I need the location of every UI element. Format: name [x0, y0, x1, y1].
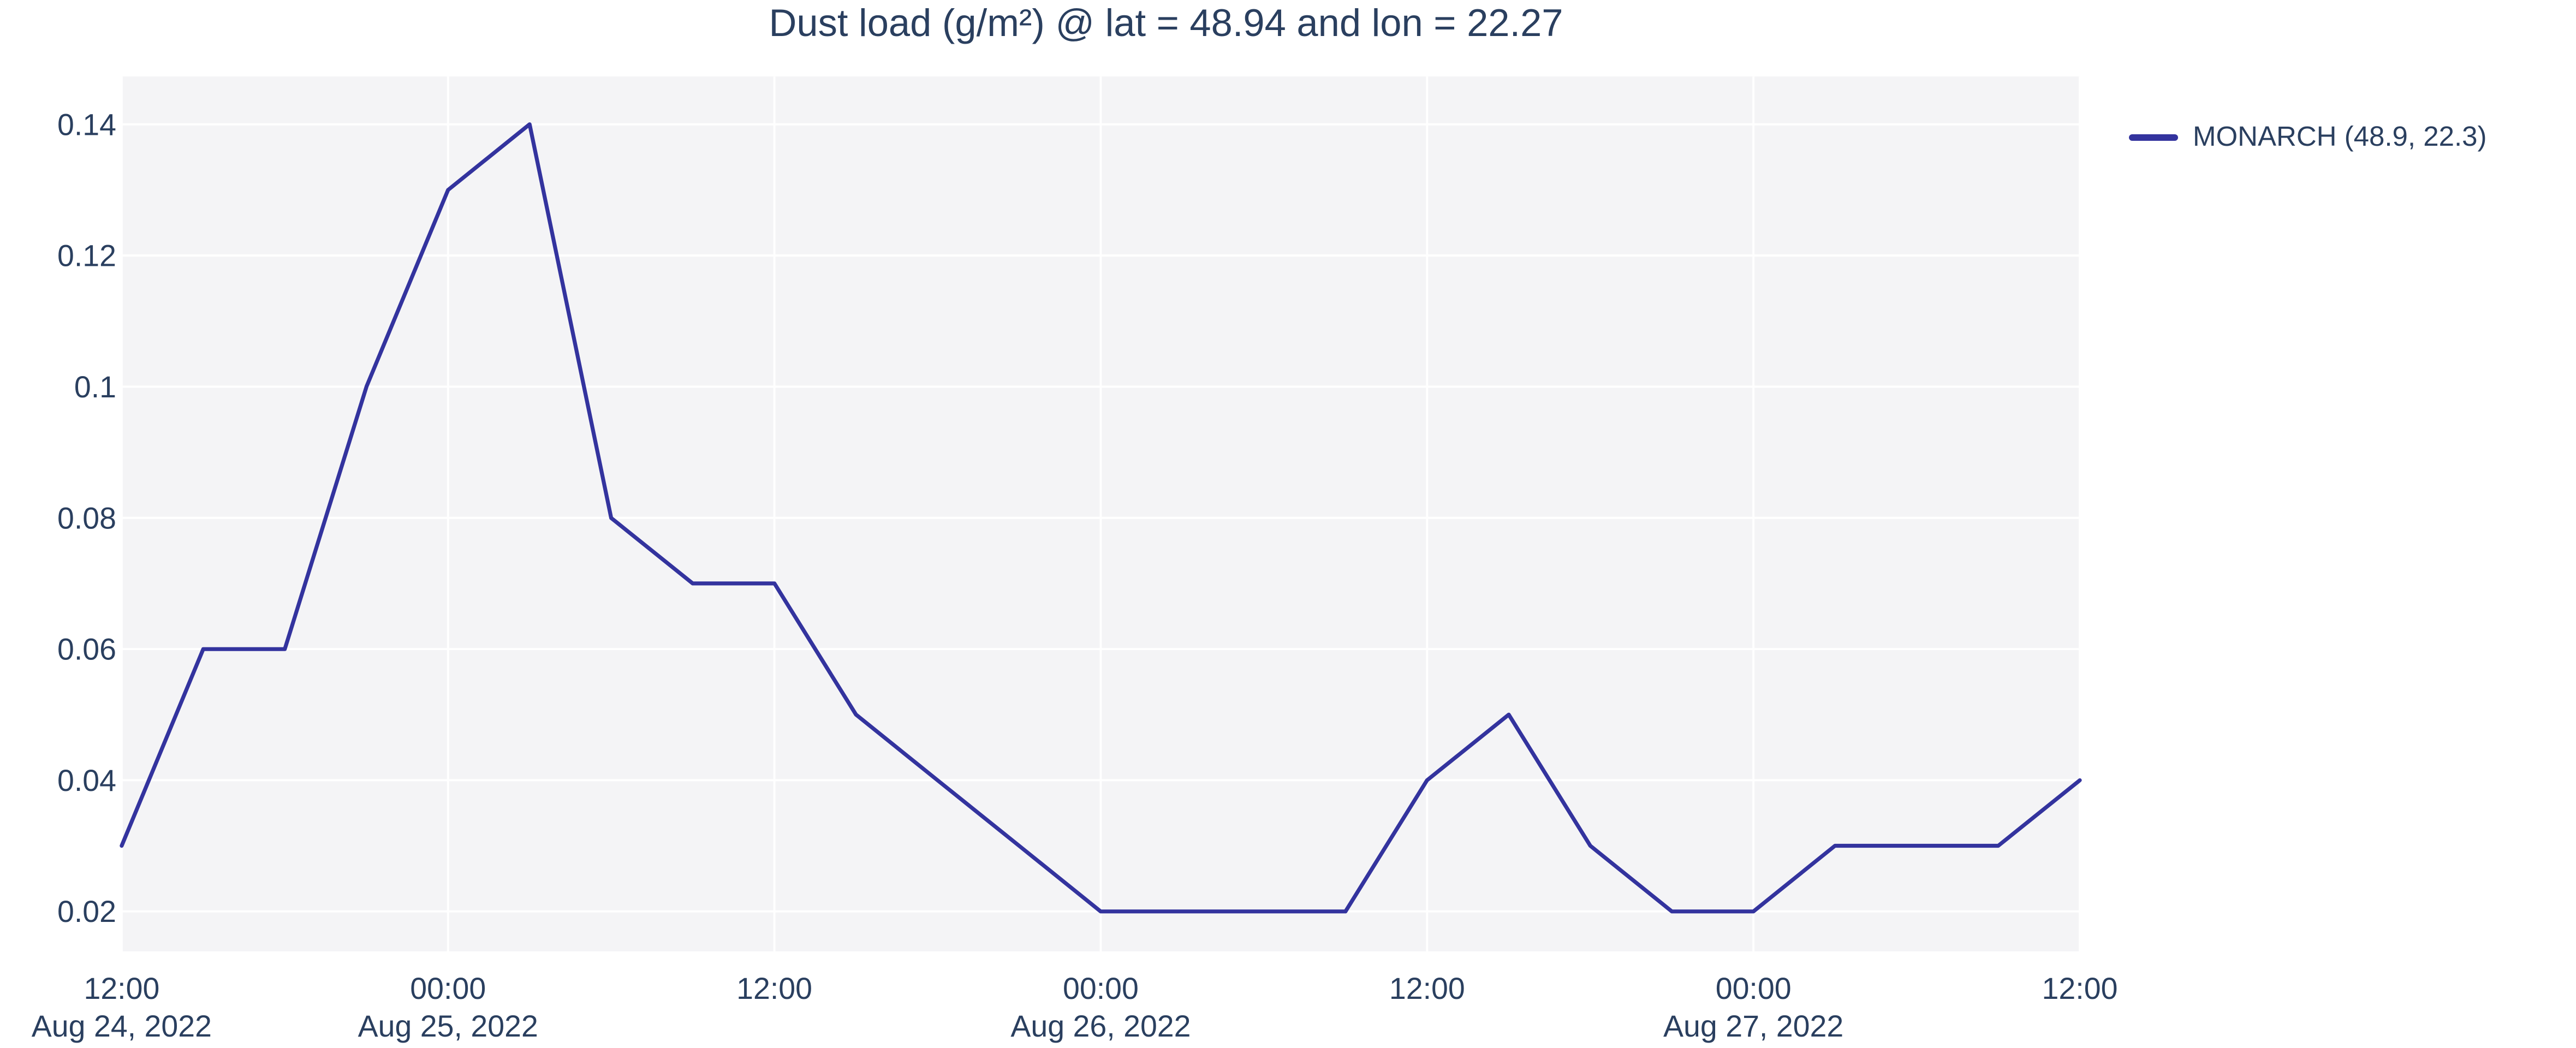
- x-tick-label: 12:00: [736, 972, 812, 1005]
- series-line-monarch: [120, 122, 2082, 914]
- x-tick-label: 00:00 Aug 26, 2022: [1010, 972, 1191, 1043]
- x-axis-tick-labels: 12:00 Aug 24, 2022 00:00 Aug 25, 2022 12:00 0…: [32, 972, 2118, 1043]
- x-tick-label: 12:00 Aug 24, 2022: [32, 972, 212, 1043]
- y-tick-label: 0.04: [57, 764, 116, 797]
- x-tick-label: 00:00 Aug 25, 2022: [358, 972, 538, 1043]
- legend-label: MONARCH (48.9, 22.3): [2193, 121, 2487, 152]
- y-tick-label: 0.14: [57, 108, 116, 141]
- x-tick-label: 12:00: [2042, 972, 2118, 1005]
- y-tick-label: 0.1: [74, 370, 116, 404]
- y-tick-label: 0.08: [57, 501, 116, 535]
- gridlines: [120, 76, 2081, 951]
- legend: MONARCH (48.9, 22.3): [2129, 121, 2487, 154]
- y-axis-tick-labels: 0.02 0.04 0.06 0.08 0.1 0.12 0.14: [57, 108, 116, 928]
- chart-title: Dust load (g/m²) @ lat = 48.94 and lon =…: [769, 2, 1563, 44]
- y-tick-label: 0.12: [57, 239, 116, 273]
- x-tick-label: 00:00 Aug 27, 2022: [1663, 972, 1843, 1043]
- legend-line-swatch: [2129, 134, 2178, 141]
- legend-item-monarch[interactable]: MONARCH (48.9, 22.3): [2129, 121, 2487, 154]
- y-tick-label: 0.06: [57, 633, 116, 666]
- y-tick-label: 0.02: [57, 895, 116, 928]
- x-tick-label: 12:00: [1389, 972, 1465, 1005]
